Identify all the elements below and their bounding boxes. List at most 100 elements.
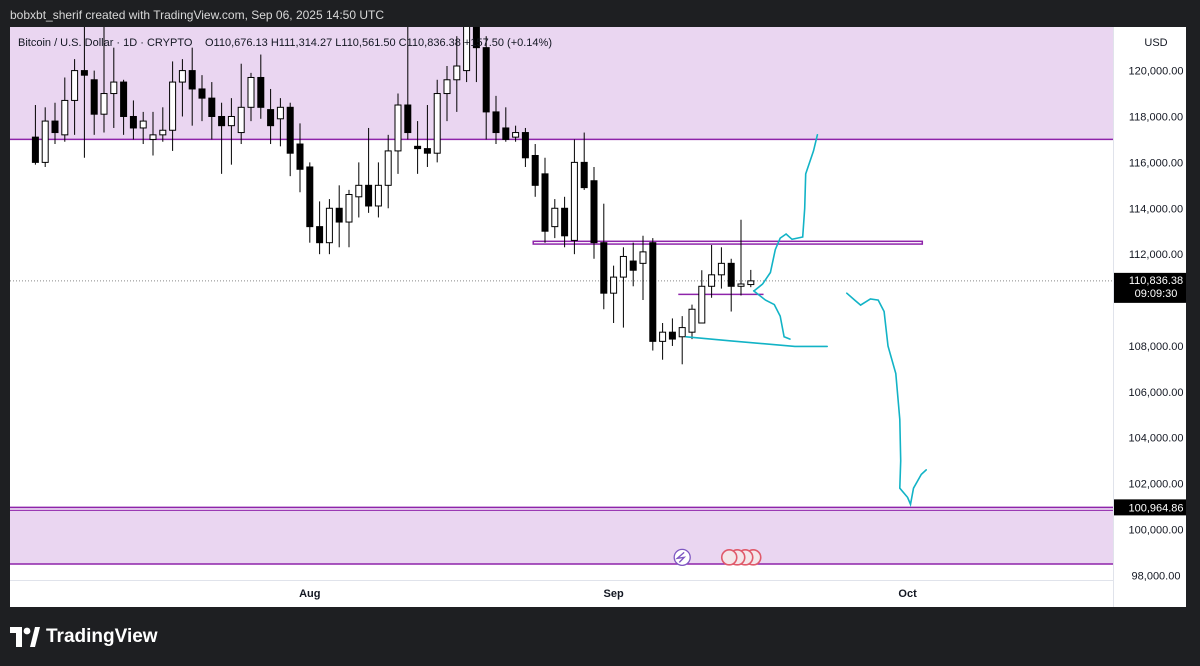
time-tick-label: Sep xyxy=(604,588,624,600)
candle-body[interactable] xyxy=(316,226,324,244)
candle-body[interactable] xyxy=(668,331,676,340)
candle-body[interactable] xyxy=(325,207,333,244)
candle-body[interactable] xyxy=(727,262,735,287)
candle-body[interactable] xyxy=(453,65,461,81)
candle-body[interactable] xyxy=(90,79,98,115)
candle-body[interactable] xyxy=(629,260,637,271)
candle-body[interactable] xyxy=(492,111,500,134)
price-tick-label: 104,000.00 xyxy=(1128,433,1183,445)
candle-body[interactable] xyxy=(433,93,441,154)
candle-body[interactable] xyxy=(80,70,88,76)
candle-body[interactable] xyxy=(100,93,108,115)
candle-body[interactable] xyxy=(61,99,69,136)
candle-body[interactable] xyxy=(139,120,147,129)
candle-body[interactable] xyxy=(737,283,745,287)
candle-body[interactable] xyxy=(31,136,39,163)
candle-body[interactable] xyxy=(570,161,578,241)
candle-body[interactable] xyxy=(463,27,471,72)
candle-body[interactable] xyxy=(639,251,647,264)
candle-body[interactable] xyxy=(531,154,539,186)
candle-body[interactable] xyxy=(296,143,304,170)
candle-body[interactable] xyxy=(551,207,559,228)
candle-body[interactable] xyxy=(541,173,549,232)
candle-body[interactable] xyxy=(394,104,402,152)
symbol-legend[interactable]: Bitcoin / U.S. Dollar · 1D · CRYPTO xyxy=(18,37,193,49)
projection-path-up[interactable] xyxy=(753,134,819,292)
price-tick-label: 114,000.00 xyxy=(1129,203,1183,215)
candle-body[interactable] xyxy=(345,194,353,223)
candle-body[interactable] xyxy=(521,132,529,159)
economic-event-flag-icon[interactable] xyxy=(720,549,738,566)
last-price-badge[interactable] xyxy=(1114,272,1186,303)
tradingview-brand-text: TradingView xyxy=(46,626,158,647)
candle-body[interactable] xyxy=(237,106,245,134)
candle-body[interactable] xyxy=(747,280,755,286)
footer-bar xyxy=(0,607,1200,666)
candle-body[interactable] xyxy=(580,161,588,189)
candle-body[interactable] xyxy=(41,120,49,163)
candle-body[interactable] xyxy=(698,285,706,324)
candle-body[interactable] xyxy=(306,166,314,228)
candle-body[interactable] xyxy=(717,262,725,276)
candle-body[interactable] xyxy=(443,79,451,95)
candle-body[interactable] xyxy=(423,148,431,154)
candle-body[interactable] xyxy=(512,132,520,138)
projection-path-flat[interactable] xyxy=(685,336,828,348)
candle-body[interactable] xyxy=(286,106,294,154)
candle-body[interactable] xyxy=(198,88,206,99)
candle-body[interactable] xyxy=(384,150,392,186)
candle-body[interactable] xyxy=(218,115,226,127)
candle-body[interactable] xyxy=(688,308,696,333)
candle-body[interactable] xyxy=(149,134,157,140)
projection-path-dip[interactable] xyxy=(752,290,791,340)
projection-path-down[interactable] xyxy=(846,292,927,508)
candle-body[interactable] xyxy=(188,70,196,90)
candlestick-chart[interactable]: USD 120,000.00 118,000.00 116,000.00 114,000… xyxy=(10,27,1186,607)
candle-body[interactable] xyxy=(404,104,412,134)
candle-body[interactable] xyxy=(708,274,716,287)
candle-body[interactable] xyxy=(110,81,118,95)
candle-body[interactable] xyxy=(610,276,618,294)
candle-body[interactable] xyxy=(276,106,284,120)
candle-body[interactable] xyxy=(159,129,167,136)
currency-label[interactable]: USD xyxy=(1144,37,1167,49)
time-tick-label: Oct xyxy=(898,588,917,600)
level-price-value: 100,964.86 xyxy=(1128,502,1183,514)
candle-body[interactable] xyxy=(365,184,373,207)
candle-body[interactable] xyxy=(178,70,186,83)
candle-body[interactable] xyxy=(208,97,216,117)
candle-body[interactable] xyxy=(619,255,627,278)
marked-range-rectangle[interactable] xyxy=(532,240,924,245)
candle-body[interactable] xyxy=(267,109,275,127)
candle-body[interactable] xyxy=(257,76,265,108)
candle-body[interactable] xyxy=(561,207,569,237)
ohlc-legend: O110,676.13 H111,314.27 L110,561.50 C110… xyxy=(205,37,552,49)
price-tick-label: 118,000.00 xyxy=(1129,111,1183,123)
candle-body[interactable] xyxy=(374,184,382,207)
candle-body[interactable] xyxy=(355,184,363,198)
candle-body[interactable] xyxy=(335,207,343,223)
price-tick-label: 106,000.00 xyxy=(1128,387,1183,399)
candle-body[interactable] xyxy=(51,120,59,134)
candle-body[interactable] xyxy=(482,47,490,113)
candle-body[interactable] xyxy=(678,327,686,338)
candle-body[interactable] xyxy=(71,70,79,101)
candle-body[interactable] xyxy=(472,27,480,49)
candle-body[interactable] xyxy=(227,115,235,127)
bar-countdown: 09:09:30 xyxy=(1135,288,1178,300)
price-tick-label: 108,000.00 xyxy=(1128,341,1183,353)
candle-body[interactable] xyxy=(502,127,510,140)
price-tick-label: 102,000.00 xyxy=(1128,479,1183,491)
chart-frame[interactable]: USD 120,000.00 118,000.00 116,000.00 114,000… xyxy=(10,27,1186,607)
candle-body[interactable] xyxy=(659,331,667,342)
candle-body[interactable] xyxy=(600,242,608,294)
level-price-badge[interactable] xyxy=(1114,499,1186,516)
candle-body[interactable] xyxy=(590,180,598,244)
tradingview-logo[interactable]: TradingView xyxy=(10,626,158,648)
candle-body[interactable] xyxy=(247,76,255,108)
candle-body[interactable] xyxy=(649,242,657,342)
candle-body[interactable] xyxy=(169,81,177,131)
candle-body[interactable] xyxy=(414,145,422,150)
candle-body[interactable] xyxy=(129,115,137,129)
candle-body[interactable] xyxy=(120,81,128,117)
